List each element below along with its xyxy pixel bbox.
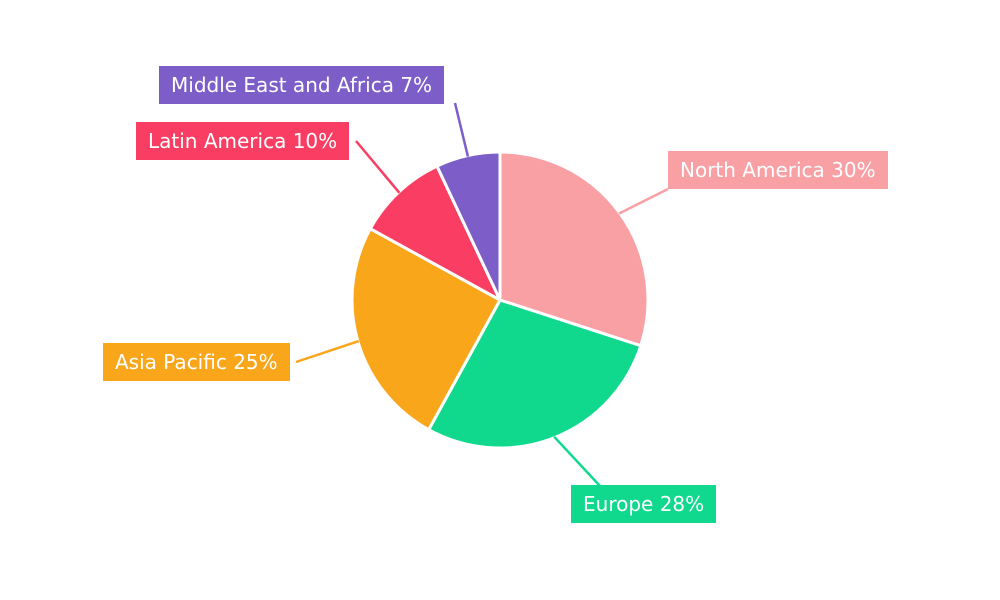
callout-label-middle-east-and-africa: Middle East and Africa 7% xyxy=(159,66,445,104)
leader-line-north-america xyxy=(618,187,669,215)
callout-label-latin-america: Latin America 10% xyxy=(136,122,350,160)
callout-label-europe: Europe 28% xyxy=(571,485,717,523)
callout-label-asia-pacific: Asia Pacific 25% xyxy=(103,343,290,381)
leader-line-middle-east-and-africa xyxy=(453,102,470,157)
leader-line-europe xyxy=(553,435,601,487)
callout-label-north-america: North America 30% xyxy=(668,151,888,189)
leader-line-latin-america xyxy=(355,140,401,194)
leader-line-asia-pacific xyxy=(295,339,360,364)
